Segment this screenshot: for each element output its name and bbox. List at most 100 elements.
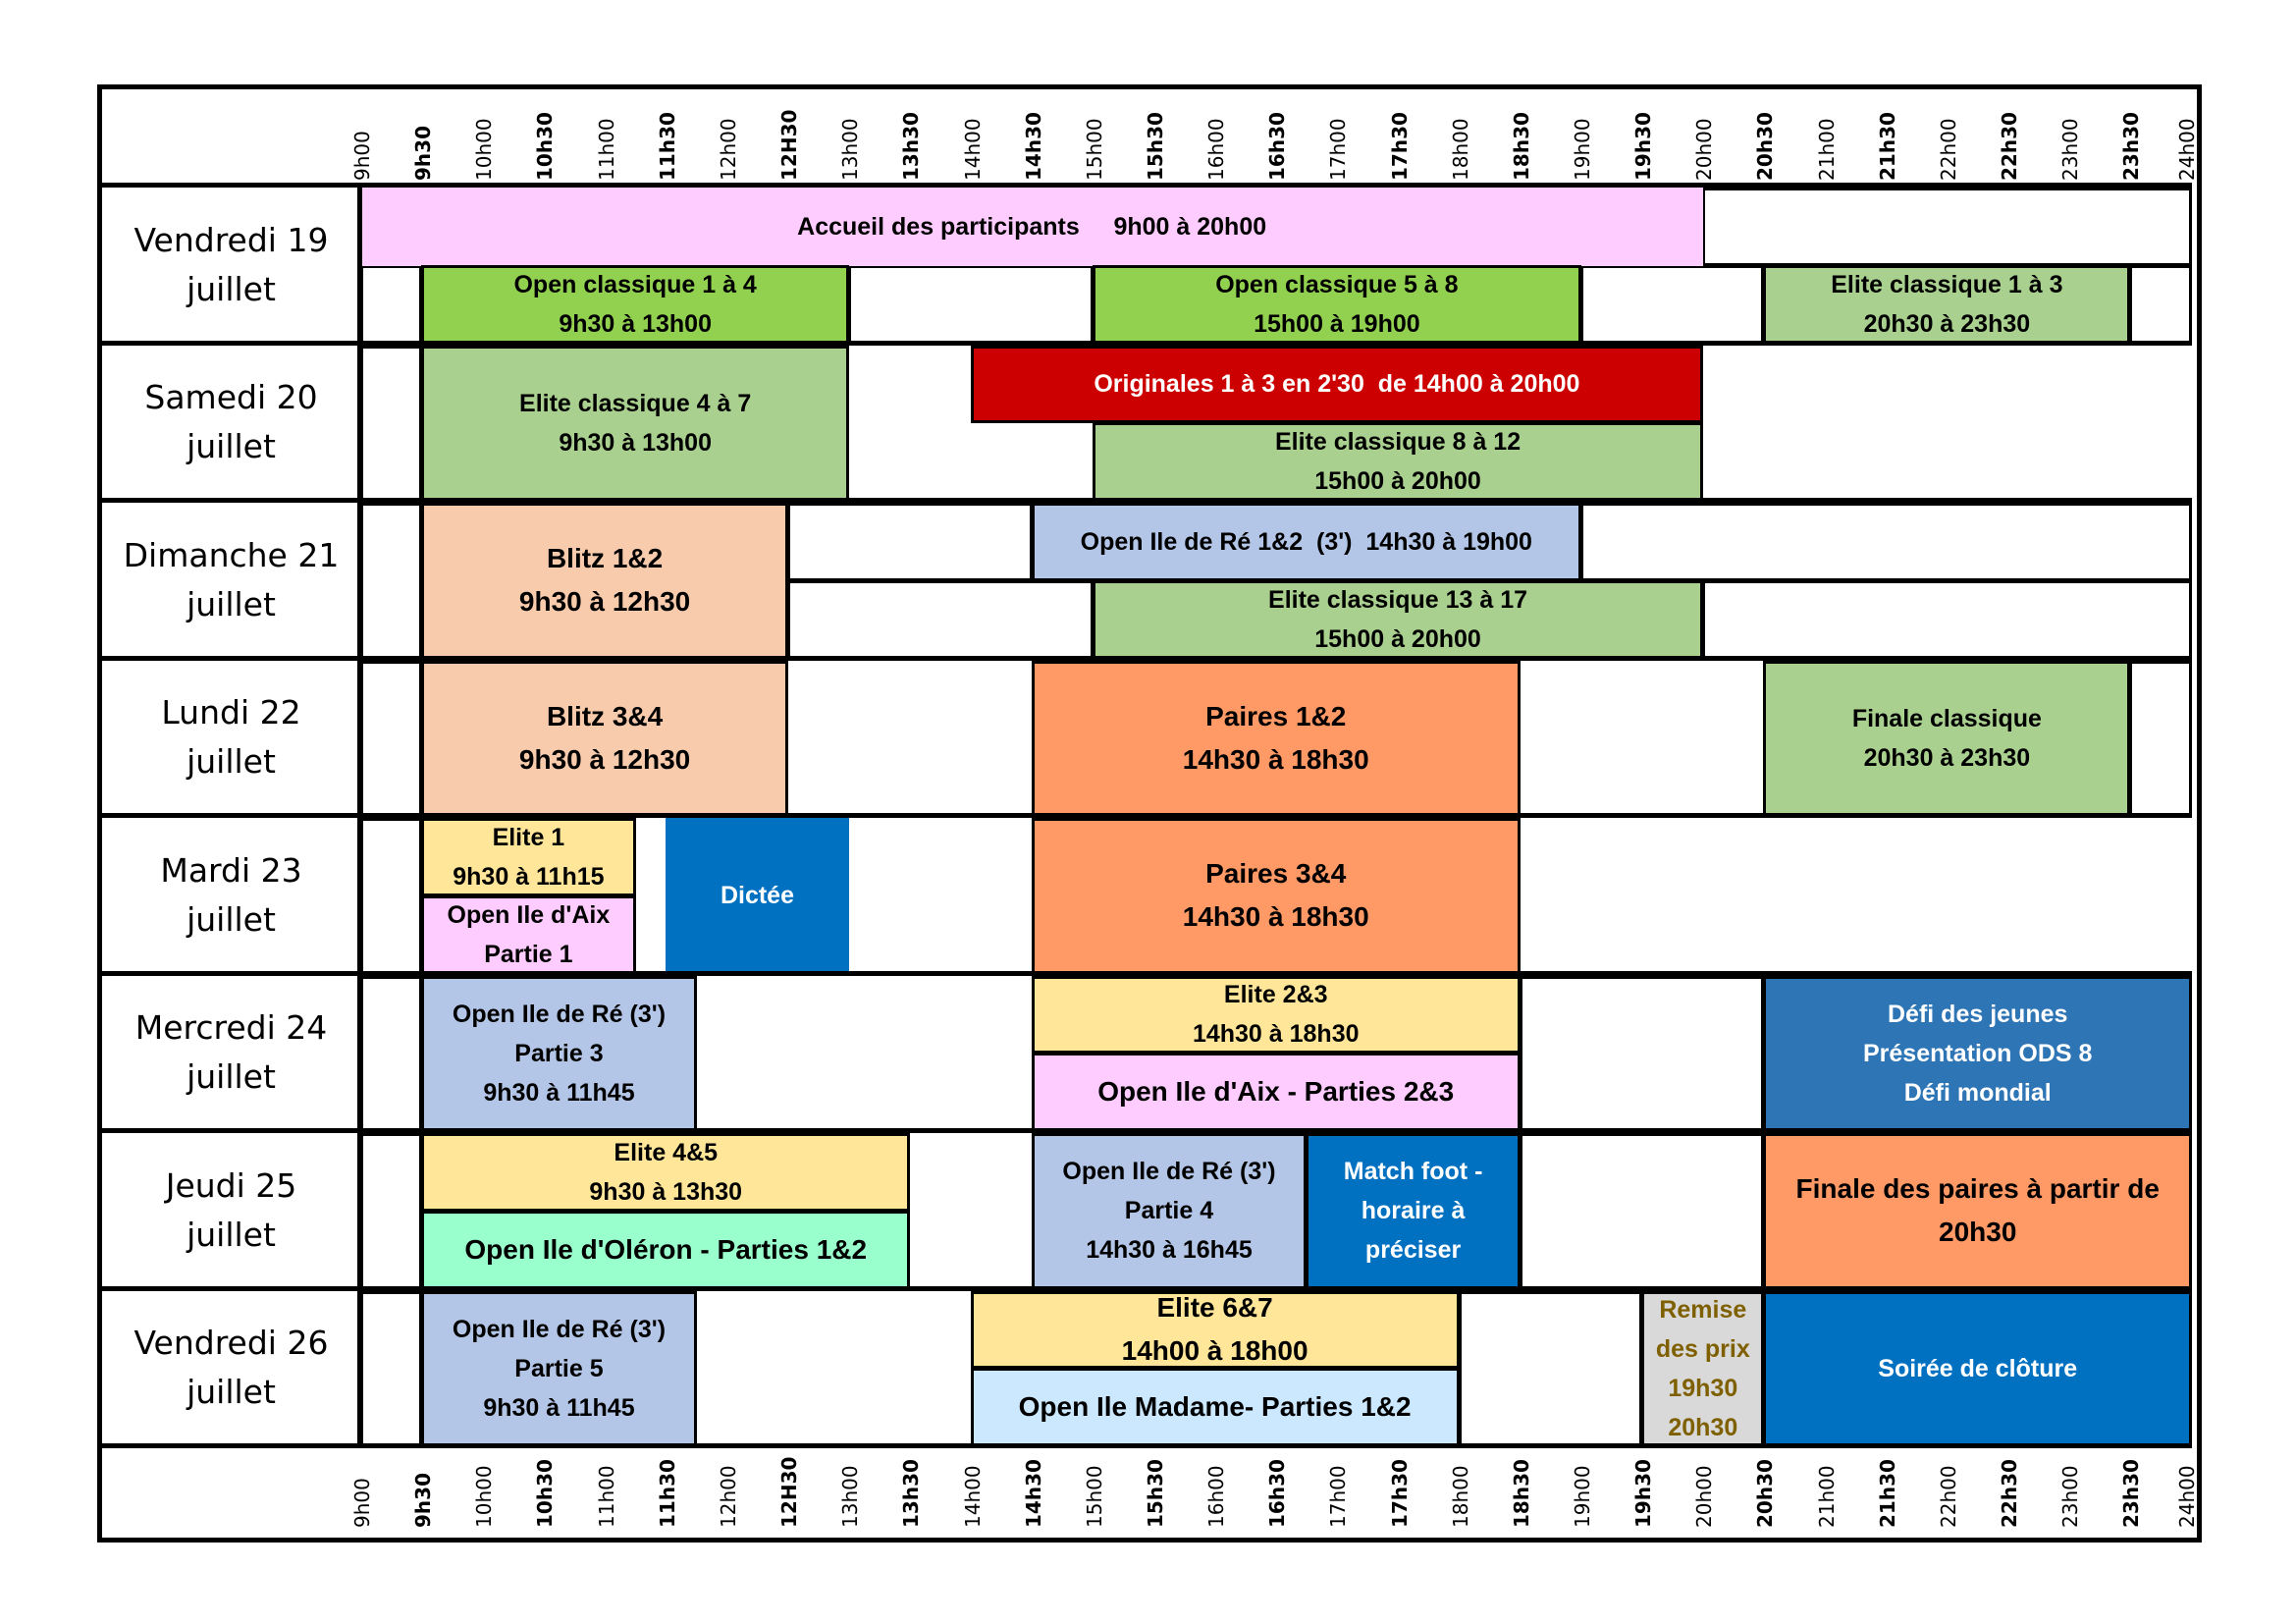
event-text: 15h00 à 19h00 (1254, 309, 1420, 338)
empty-slot (360, 818, 423, 974)
event-text: Partie 1 (484, 940, 573, 968)
tick-label: 22h00 (1936, 1465, 1960, 1528)
schedule-event[interactable]: Open Ile d'Aix Partie 1 (421, 894, 636, 974)
tick-label: 19h00 (1571, 1465, 1594, 1528)
top-axis-tick: 12H30 (774, 89, 804, 185)
empty-slot (360, 503, 423, 659)
schedule-event[interactable]: Elite classique 1 à 3 20h30 à 23h30 (1763, 264, 2131, 344)
empty-slot (2129, 660, 2192, 816)
tick-label: 19h30 (1631, 112, 1656, 181)
event-text: Elite 1 (492, 823, 565, 851)
schedule-event[interactable]: Elite classique 4 à 7 9h30 à 13h00 (421, 345, 850, 501)
top-axis-tick: 14h30 (1019, 89, 1048, 185)
schedule-event[interactable]: Open Ile de Ré (3') Partie 5 9h30 à 11h45 (421, 1290, 697, 1446)
top-axis-tick: 21h30 (1873, 89, 1902, 185)
event-text: Elite classique 4 à 7 (519, 389, 752, 417)
schedule-event[interactable]: Match foot - horaire à préciser (1306, 1133, 1521, 1289)
event-text: Paires 1&2 (1205, 700, 1347, 731)
schedule-event[interactable]: Open Ile de Ré 1&2 (3') 14h30 à 19h00 (1031, 503, 1581, 581)
schedule-event[interactable]: Finale classique 20h30 à 23h30 (1763, 660, 2131, 816)
tick-label: 16h30 (1265, 1459, 1290, 1528)
bottom-axis-tick: 20h30 (1750, 1450, 1780, 1532)
event-text: Open Ile de Ré (3') (1062, 1158, 1276, 1186)
schedule-event[interactable]: Elite 6&7 14h00 à 18h00 (970, 1290, 1460, 1370)
bottom-axis-tick: 22h00 (1934, 1450, 1963, 1532)
tick-label: 11h00 (594, 118, 618, 181)
schedule-event[interactable]: Défi des jeunes Présentation ODS 8 Défi mo… (1763, 975, 2192, 1131)
tick-label: 18h30 (1509, 112, 1533, 181)
tick-label: 17h30 (1387, 112, 1412, 181)
schedule-event[interactable]: Blitz 3&4 9h30 à 12h30 (421, 660, 789, 816)
day-name: Mardi 23 (160, 850, 302, 890)
schedule-event[interactable]: Open Ile de Ré (3') Partie 3 9h30 à 11h45 (421, 975, 697, 1131)
schedule-event[interactable]: Finale des paires à partir de 20h30 (1763, 1133, 2192, 1289)
schedule-event[interactable]: Paires 3&4 14h30 à 18h30 (1031, 818, 1521, 974)
schedule-event[interactable]: Remise des prix 19h30 20h30 (1641, 1290, 1765, 1446)
schedule-event[interactable]: Elite classique 8 à 12 15h00 à 20h00 (1092, 422, 1704, 501)
schedule-event[interactable]: Open classique 1 à 4 9h30 à 13h00 (421, 264, 850, 344)
bottom-axis-tick: 13h00 (835, 1450, 865, 1532)
top-axis-tick: 9h00 (347, 89, 377, 185)
tick-label: 18h00 (1448, 118, 1472, 181)
schedule-event[interactable]: Dictée (665, 818, 850, 974)
tick-label: 14h00 (960, 118, 985, 181)
day-name: Dimanche 21 (123, 535, 340, 574)
empty-slot (2129, 264, 2192, 344)
top-axis-tick: 13h00 (835, 89, 865, 185)
tick-label: 10h00 (472, 1465, 497, 1528)
event-text: 9h30 à 11h45 (483, 1393, 635, 1422)
tick-label: 13h00 (838, 118, 863, 181)
tick-label: 13h30 (899, 1459, 924, 1528)
event-text: Open Ile de Ré 1&2 (3') 14h30 à 19h00 (1080, 527, 1532, 556)
empty-slot (360, 660, 423, 816)
schedule-event[interactable]: Open Ile Madame- Parties 1&2 (970, 1368, 1460, 1446)
schedule-event[interactable]: Accueil des participants 9h00 à 20h00 (360, 188, 1704, 266)
empty-slot (1702, 579, 2192, 659)
tick-label: 12h00 (716, 1465, 740, 1528)
tick-label: 17h00 (1326, 1465, 1351, 1528)
schedule-event[interactable]: Open Ile d'Aix - Parties 2&3 (1031, 1053, 1521, 1131)
event-text: 20h30 à 23h30 (1863, 743, 2031, 772)
event-text: 19h30 (1668, 1374, 1738, 1402)
top-axis-tick: 10h00 (469, 89, 499, 185)
event-text: Elite classique 8 à 12 (1274, 428, 1522, 457)
row-divider (99, 1443, 2192, 1448)
tick-label: 14h30 (1021, 112, 1045, 181)
tick-label: 12h00 (716, 118, 740, 181)
schedule-event[interactable]: Elite 4&5 9h30 à 13h30 (421, 1133, 911, 1212)
empty-slot (787, 503, 1033, 581)
schedule-event[interactable]: Elite classique 13 à 17 15h00 à 20h00 (1092, 579, 1704, 659)
top-axis-tick: 13h30 (896, 89, 926, 185)
schedule-event[interactable]: Open Ile d'Oléron - Parties 1&2 (421, 1210, 911, 1289)
bottom-axis-tick: 10h00 (469, 1450, 499, 1532)
tick-label: 9h30 (411, 1473, 436, 1528)
top-axis-tick: 11h30 (653, 89, 682, 185)
schedule-event[interactable]: Elite 2&3 14h30 à 18h30 (1031, 975, 1521, 1055)
row-divider (99, 970, 2192, 976)
event-text: Partie 5 (514, 1354, 604, 1382)
schedule-event[interactable]: Originales 1 à 3 en 2'30 de 14h00 à 20h0… (970, 345, 1704, 424)
day-name: Samedi 20 (144, 378, 318, 417)
tick-label: 20h30 (1753, 112, 1778, 181)
top-axis-tick: 23h30 (2116, 89, 2146, 185)
top-axis-tick: 20h30 (1750, 89, 1780, 185)
bottom-axis-tick: 11h30 (653, 1450, 682, 1532)
top-axis-tick: 17h00 (1323, 89, 1353, 185)
tick-label: 16h00 (1204, 1465, 1229, 1528)
bottom-axis-tick: 11h00 (592, 1450, 621, 1532)
event-text: Finale classique (1851, 704, 2042, 732)
top-axis-tick: 14h00 (958, 89, 988, 185)
event-text: 9h30 à 11h15 (453, 862, 605, 891)
schedule-event[interactable]: Blitz 1&2 9h30 à 12h30 (421, 503, 789, 659)
schedule-event[interactable]: Open classique 5 à 8 15h00 à 19h00 (1092, 264, 1581, 344)
tick-label: 10h30 (533, 1459, 558, 1528)
event-text: 20h30 (1939, 1217, 2017, 1248)
month-name: juillet (187, 899, 276, 939)
empty-slot (1702, 188, 2192, 266)
top-axis-tick: 18h00 (1446, 89, 1475, 185)
schedule-event[interactable]: Paires 1&2 14h30 à 18h30 (1031, 660, 1521, 816)
schedule-event[interactable]: Soirée de clôture (1763, 1290, 2192, 1446)
tick-label: 11h30 (655, 1459, 679, 1528)
schedule-event[interactable]: Open Ile de Ré (3') Partie 4 14h30 à 16h45 (1031, 1133, 1308, 1289)
schedule-event[interactable]: Elite 1 9h30 à 11h15 (421, 818, 636, 896)
